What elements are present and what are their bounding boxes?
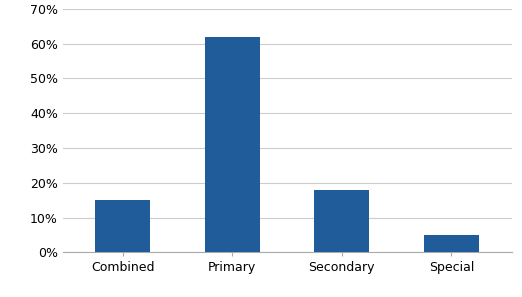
Bar — [424, 235, 479, 252]
Bar — [96, 200, 150, 252]
Bar — [205, 37, 260, 252]
Bar — [314, 190, 369, 252]
